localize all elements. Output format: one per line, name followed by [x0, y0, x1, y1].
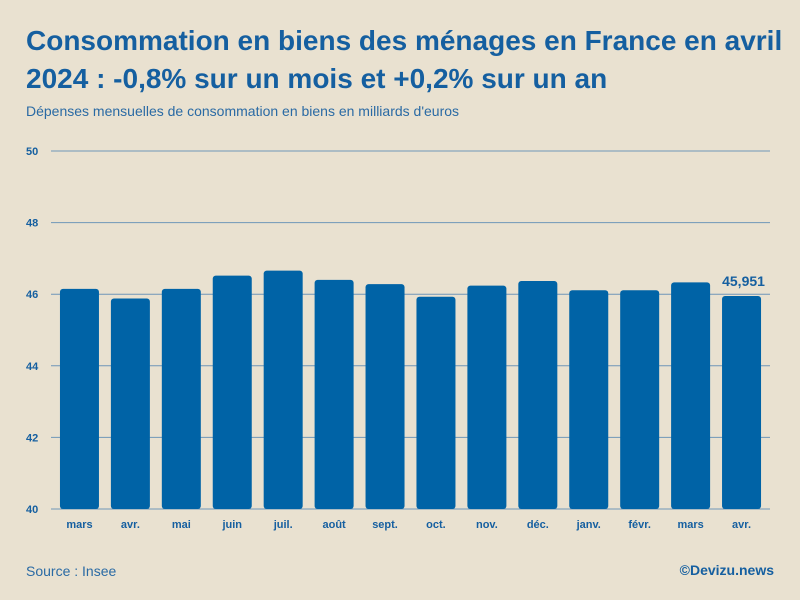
- x-tick-label: nov.: [476, 519, 498, 531]
- bar: [212, 275, 252, 509]
- x-tick-label: avr.: [121, 519, 140, 531]
- bar: [365, 284, 405, 509]
- bar: [161, 288, 201, 509]
- y-tick-label: 40: [26, 504, 38, 516]
- x-tick-label: sept.: [372, 519, 398, 531]
- x-tick-label: mai: [172, 519, 191, 531]
- x-tick-label: avr.: [732, 519, 751, 531]
- x-tick-label: mars: [66, 519, 92, 531]
- x-tick-label: août: [322, 519, 346, 531]
- bar: [569, 290, 609, 509]
- y-tick-label: 44: [26, 361, 39, 373]
- bar: [263, 270, 303, 509]
- bar: [620, 290, 660, 509]
- bar: [722, 295, 762, 509]
- chart-subtitle: Dépenses mensuelles de consommation en b…: [26, 103, 460, 119]
- bar: [416, 296, 456, 509]
- data-label: 45,951: [722, 273, 765, 289]
- source-note: Source : Insee: [26, 563, 117, 579]
- y-tick-label: 42: [26, 432, 38, 444]
- bar: [518, 280, 558, 509]
- x-tick-label: févr.: [628, 519, 651, 531]
- x-tick-label: déc.: [527, 519, 549, 531]
- bar: [314, 279, 354, 509]
- x-tick-label: juin: [221, 519, 242, 531]
- y-tick-label: 50: [26, 146, 38, 158]
- bar: [59, 288, 99, 509]
- bar: [110, 298, 150, 509]
- chart-title: Consommation en biens des ménages en Fra…: [26, 25, 783, 94]
- x-tick-label: mars: [677, 519, 703, 531]
- y-tick-label: 46: [26, 289, 38, 301]
- x-tick-label: juil.: [273, 519, 293, 531]
- bar: [671, 282, 711, 509]
- x-tick-label: oct.: [426, 519, 446, 531]
- bar: [467, 285, 507, 509]
- y-tick-label: 48: [26, 218, 38, 230]
- brand-credit: ©Devizu.news: [679, 562, 774, 578]
- x-tick-label: janv.: [576, 519, 601, 531]
